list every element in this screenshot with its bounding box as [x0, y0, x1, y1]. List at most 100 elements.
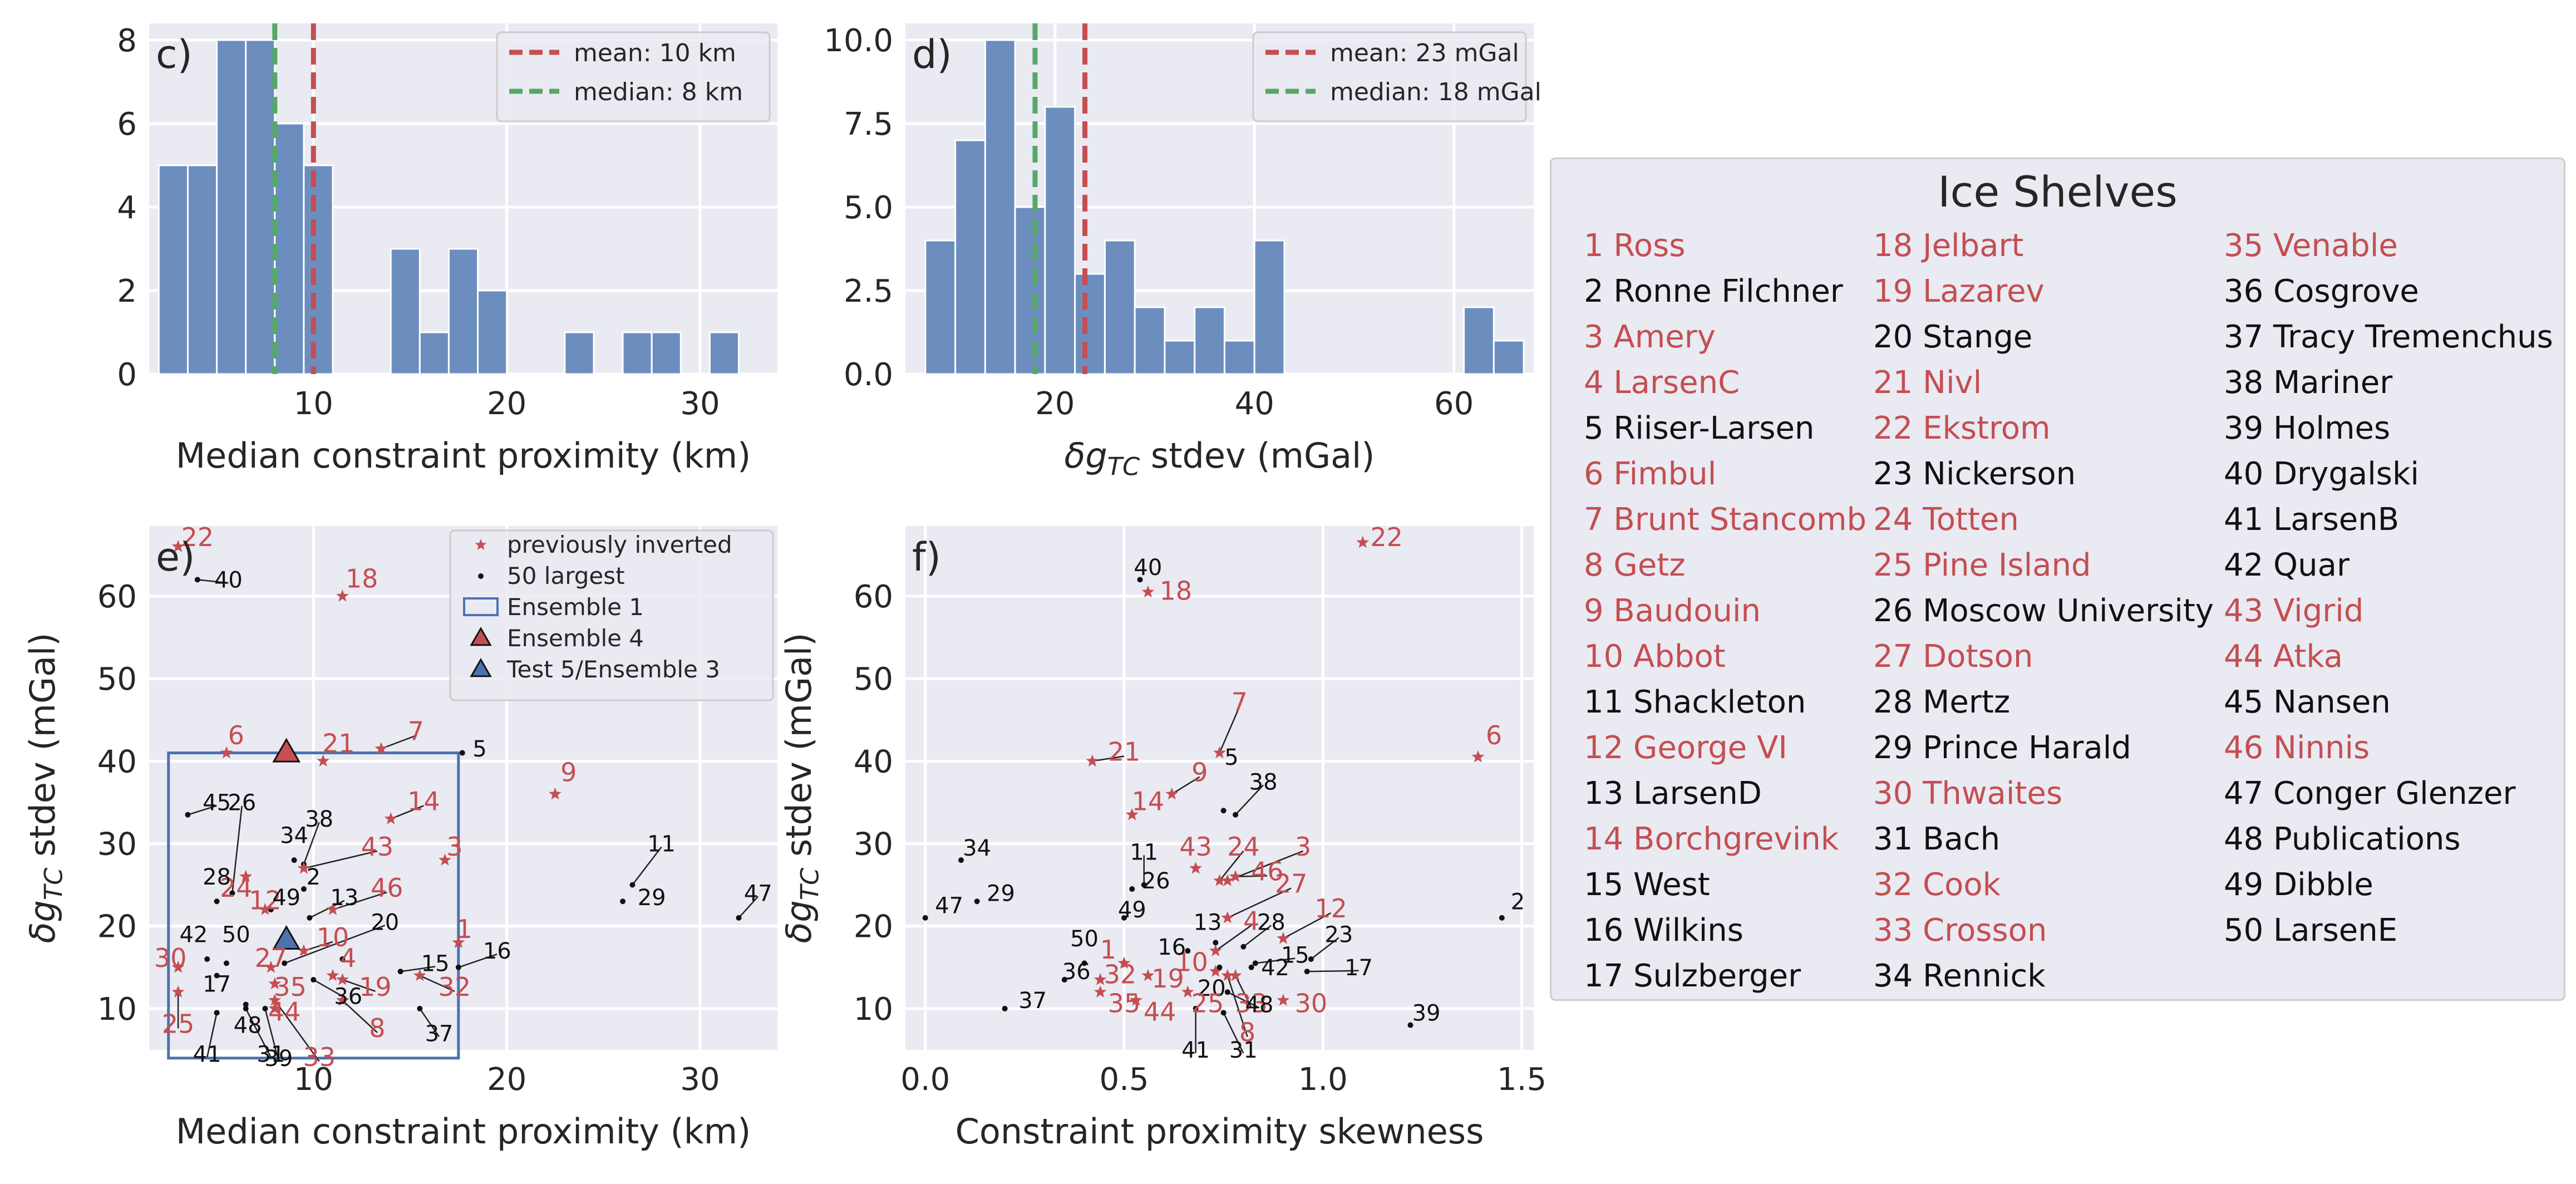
- point-label: 3: [446, 832, 462, 862]
- ice-shelf-entry: 30 Thwaites: [1873, 775, 2063, 812]
- point-label: 22: [181, 522, 214, 552]
- x-tick-label: 60: [1434, 386, 1474, 422]
- y-tick-label: 2: [117, 273, 137, 309]
- ice-shelf-entry: 16 Wilkins: [1584, 912, 1743, 949]
- ice-shelf-entry: 2 Ronne Filchner: [1584, 273, 1843, 309]
- plot-area: [905, 526, 1534, 1050]
- panel-d: 20 40 60 0.0 2.5 5.0 7.5 10.0 δgTC stdev (mGal) m…: [824, 23, 1541, 482]
- point-label: 8: [369, 1013, 385, 1043]
- ice-shelf-entry: 10 Abbot: [1584, 638, 1726, 675]
- point-label: 40: [1134, 555, 1162, 581]
- point-previously-inverted: [439, 853, 451, 866]
- legend-label: Ensemble 4: [507, 625, 644, 652]
- point-label: 19: [1151, 964, 1184, 994]
- point-largest: [1407, 1022, 1413, 1028]
- panel-label-d: d): [912, 32, 952, 77]
- point-largest: [417, 1005, 423, 1011]
- point-previously-inverted: [1213, 746, 1226, 759]
- point-label: 18: [1160, 576, 1193, 606]
- point-label: 27: [1275, 869, 1308, 899]
- panel-e: 10 20 30 10 20 30 40 50 60 Median constraint prox…: [22, 522, 777, 1152]
- x-tick-label: 40: [1235, 386, 1274, 422]
- x-tick-label: 0.5: [1099, 1062, 1149, 1098]
- point-largest: [397, 969, 403, 975]
- point-label: 11: [647, 832, 676, 857]
- panel-c: 10 20 30 0 2 4 6 8 Median constraint proximity (…: [117, 23, 777, 476]
- panel-label-c: c): [156, 32, 193, 77]
- leader-line: [1311, 937, 1339, 960]
- point-previously-inverted: [375, 742, 388, 754]
- legend-frame: [449, 529, 774, 701]
- mean-legend-label: mean: 23 mGal: [1330, 39, 1519, 67]
- median-legend-label: median: 8 km: [574, 78, 743, 106]
- point-previously-inverted: [220, 746, 233, 759]
- ice-shelf-entry: 24 Totten: [1873, 502, 2019, 538]
- point-label: 36: [334, 984, 362, 1010]
- histogram-bar: [1134, 306, 1166, 375]
- leader-line: [1227, 887, 1292, 919]
- histogram-legend: mean: 10 km median: 8 km: [496, 31, 771, 122]
- ice-shelf-entry: 17 Sulzberger: [1584, 958, 1801, 994]
- histogram-bar: [1194, 306, 1225, 375]
- leader-line: [1227, 975, 1248, 1037]
- y-tick-label: 5.0: [844, 190, 893, 226]
- point-label: 2: [1511, 889, 1525, 915]
- point-largest: [262, 1005, 268, 1011]
- ice-shelf-entry: 29 Prince Harald: [1873, 730, 2131, 766]
- leader-line: [1219, 706, 1240, 754]
- point-label: 50: [1070, 926, 1099, 952]
- point-label: 30: [154, 943, 187, 973]
- ice-shelf-entry: 6 Fimbul: [1584, 456, 1717, 492]
- x-axis-label: Constraint proximity skewness: [955, 1111, 1484, 1152]
- point-label: 33: [1235, 988, 1268, 1018]
- ice-shelf-entry: 11 Shackleton: [1584, 684, 1806, 720]
- point-previously-inverted: [268, 994, 282, 1006]
- ice-shelf-entry: 46 Ninnis: [2224, 730, 2370, 766]
- histogram-bar: [390, 248, 421, 375]
- point-label: 4: [1243, 906, 1259, 936]
- histogram-bar: [1164, 340, 1196, 375]
- point-label: 35: [1108, 988, 1141, 1018]
- leader-line: [1255, 957, 1296, 964]
- point-previously-inverted: [336, 589, 349, 602]
- point-label: 43: [361, 832, 394, 862]
- point-largest: [229, 890, 235, 896]
- scatter-legend: previously inverted 50 largest Ensemble 1 E…: [449, 529, 774, 701]
- point-previously-inverted: [549, 787, 562, 800]
- y-axis-label: δgTC stdev (mGal): [779, 633, 825, 944]
- ice-shelves-title: Ice Shelves: [1938, 167, 2178, 217]
- legend-test5-marker: [470, 657, 492, 677]
- leader-line: [245, 1008, 272, 1058]
- histogram-bar: [245, 39, 276, 375]
- point-label: 17: [1344, 955, 1373, 981]
- leader-line: [309, 900, 345, 919]
- histogram-bar: [1253, 239, 1285, 375]
- point-largest: [620, 898, 626, 905]
- leader-line: [1243, 925, 1272, 947]
- point-largest: [1121, 915, 1127, 921]
- ice-shelves-column: 1 Ross 2 Ronne Filchner 3 Amery 4 LarsenC 5 …: [1584, 223, 1873, 999]
- y-tick-label: 10: [97, 991, 137, 1028]
- point-label: 44: [268, 996, 301, 1026]
- point-label: 34: [963, 836, 991, 861]
- point-previously-inverted: [1117, 956, 1131, 969]
- point-label: 23: [1324, 922, 1353, 948]
- point-largest: [455, 964, 461, 970]
- point-previously-inverted: [1471, 750, 1485, 763]
- point-previously-inverted: [326, 969, 339, 981]
- point-largest: [214, 898, 220, 905]
- x-tick-label: 30: [680, 386, 720, 422]
- histogram-bar: [651, 331, 682, 375]
- point-label: 38: [305, 807, 333, 832]
- y-tick-label: 30: [97, 827, 137, 863]
- ice-shelf-entry: 48 Publications: [2224, 821, 2461, 857]
- point-label: 10: [1175, 947, 1208, 977]
- point-largest: [1224, 989, 1230, 995]
- point-largest: [736, 915, 742, 921]
- point-label: 25: [162, 1009, 195, 1039]
- ice-shelves-column: 18 Jelbart 19 Lazarev 20 Stange 21 Nivl 22 E…: [1873, 223, 2224, 999]
- point-label: 9: [560, 758, 577, 788]
- histogram-bar: [564, 331, 595, 375]
- point-previously-inverted: [1209, 965, 1222, 977]
- point-label: 42: [179, 922, 208, 948]
